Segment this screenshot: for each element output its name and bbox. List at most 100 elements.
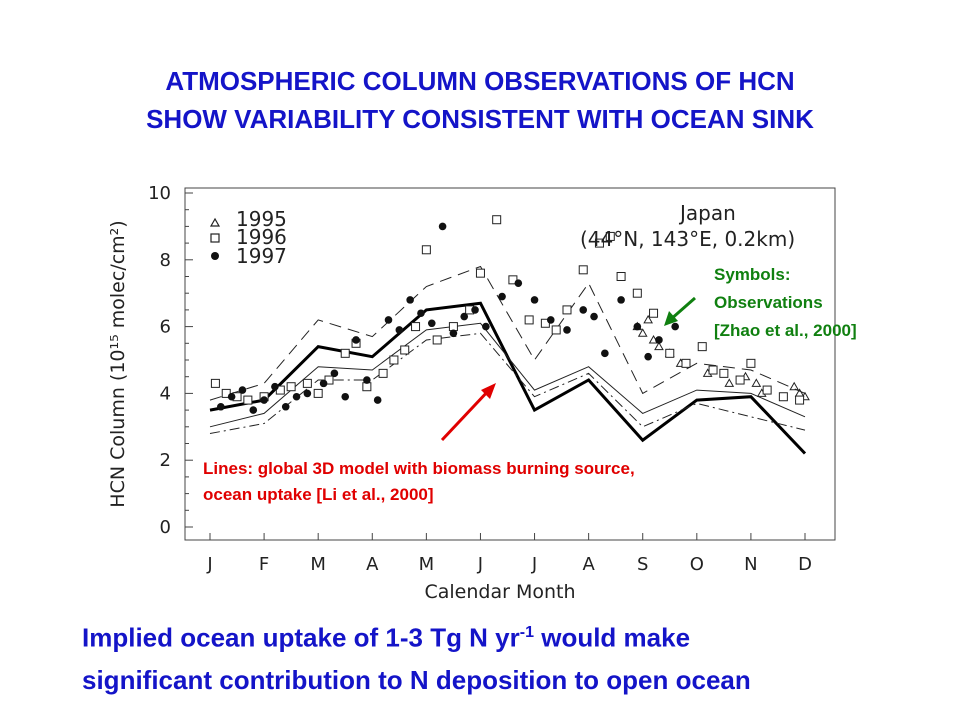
point-1995: [654, 341, 664, 351]
point-1996: [313, 388, 323, 398]
lines-annotation-1: Lines: global 3D model with biomass burn…: [203, 459, 635, 478]
y-tick-label: 6: [160, 317, 171, 338]
footer-text: Implied ocean uptake of 1-3 Tg N yr-1 wo…: [82, 612, 942, 701]
point-1997: [292, 392, 301, 401]
point-1997: [319, 379, 328, 388]
plot-frame: [184, 187, 836, 541]
point-1996: [378, 368, 388, 378]
point-1996: [286, 382, 296, 392]
point-1997: [406, 296, 414, 304]
location-coords: (44°N, 143°E, 0.2km): [580, 227, 795, 251]
point-1997: [238, 386, 247, 394]
axis-ticks: [185, 192, 806, 540]
point-1997: [249, 406, 258, 414]
point-1996: [243, 395, 253, 405]
x-axis-title: Calendar Month: [424, 581, 575, 603]
y-tick-label: 0: [160, 517, 171, 538]
point-1997: [427, 319, 436, 328]
y-tick-label: 10: [148, 183, 171, 204]
point-1997: [352, 336, 360, 344]
x-tick-label: J: [206, 554, 212, 575]
point-1996: [562, 305, 572, 315]
point-1997: [530, 296, 539, 304]
point-1997: [438, 222, 447, 231]
symbols-annotation-1: Symbols:: [714, 265, 791, 284]
point-1997: [482, 322, 490, 331]
legend-marker-circle: [211, 252, 219, 260]
point-1996: [616, 272, 626, 281]
point-1996: [421, 245, 431, 255]
point-1996: [210, 378, 220, 388]
point-1997: [227, 392, 236, 401]
point-1996: [448, 322, 458, 332]
x-tick-label: M: [419, 554, 435, 575]
x-tick-label: J: [477, 554, 483, 575]
point-1996: [578, 265, 588, 275]
green-arrow-head: [664, 311, 678, 326]
legend-marker-triangle: [209, 217, 221, 227]
point-1997: [271, 382, 279, 391]
y-tick-label: 8: [160, 250, 171, 271]
model-line-dashed: [209, 265, 806, 401]
point-1997: [303, 389, 312, 398]
point-1996: [719, 368, 729, 378]
point-1997: [514, 279, 523, 287]
lines-annotation-2: ocean uptake [Li et al., 2000]: [203, 485, 434, 504]
point-1997: [373, 396, 382, 404]
x-tick-label: A: [582, 554, 595, 575]
point-1997: [384, 316, 393, 324]
model-line-dash-dot: [209, 332, 806, 434]
footer-line-1-end: would make: [534, 622, 691, 653]
point-1996: [475, 268, 485, 278]
point-1995: [751, 378, 762, 387]
point-1996: [762, 385, 772, 395]
model-lines: [209, 265, 807, 455]
footer-line-1: Implied ocean uptake of 1-3 Tg N yr-1 wo…: [82, 612, 942, 659]
legend-label-1997: 1997: [236, 244, 287, 268]
point-1996: [340, 348, 350, 358]
point-1995: [724, 378, 735, 387]
y-tick-labels: 0 2 4 6 8 10: [148, 183, 171, 538]
point-1996: [524, 315, 534, 325]
slide-title: ATMOSPHERIC COLUMN OBSERVATIONS OF HCN S…: [0, 62, 960, 138]
y-tick-label: 2: [160, 450, 171, 471]
point-1997: [260, 396, 268, 404]
green-arrow: [669, 296, 696, 322]
point-1996: [594, 238, 604, 248]
point-1997: [546, 316, 555, 324]
x-tick-label: S: [637, 554, 648, 575]
footer-line-1-text: Implied ocean uptake of 1-3 Tg N yr: [82, 622, 520, 653]
x-tick-label: D: [798, 554, 812, 575]
point-1996: [492, 215, 502, 225]
point-1996: [795, 395, 805, 405]
point-1996: [411, 322, 421, 332]
point-1996: [681, 358, 691, 368]
point-1996: [551, 325, 561, 335]
y-axis-title: HCN Column (10¹⁵ molec/cm²): [107, 220, 129, 507]
point-1997: [633, 322, 642, 331]
point-1996: [389, 355, 399, 365]
point-1997: [590, 312, 598, 321]
point-1997: [395, 326, 404, 334]
point-1996: [746, 358, 756, 368]
point-1997: [363, 376, 371, 384]
x-tick-label: O: [690, 554, 704, 575]
footer-line-2: significant contribution to N deposition…: [82, 664, 751, 695]
y-tick-label: 4: [160, 383, 171, 404]
point-1995: [789, 381, 800, 391]
point-1996: [605, 231, 615, 241]
point-1997: [471, 306, 479, 314]
point-1996: [735, 375, 745, 385]
legend: 1995 1996 1997: [209, 207, 287, 268]
red-arrow-head: [481, 383, 496, 399]
x-tick-label: M: [310, 554, 326, 575]
observation-points: [210, 215, 810, 414]
point-1997: [671, 322, 679, 331]
x-tick-label: J: [531, 554, 537, 575]
point-1997: [563, 326, 571, 334]
legend-label-1996: 1996: [236, 225, 287, 249]
model-line-solid-thin: [209, 322, 806, 428]
title-line-1: ATMOSPHERIC COLUMN OBSERVATIONS OF HCN: [165, 66, 795, 96]
